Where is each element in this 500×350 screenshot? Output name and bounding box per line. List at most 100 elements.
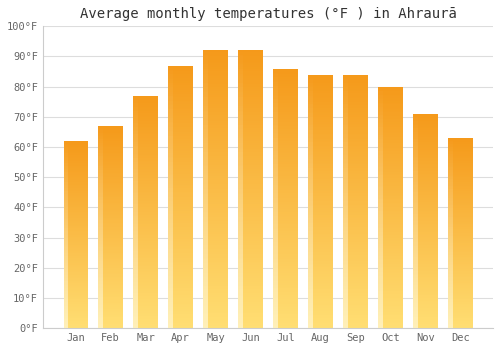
Bar bbox=[413, 139, 418, 142]
Bar bbox=[308, 310, 332, 311]
Bar bbox=[64, 283, 88, 285]
Bar bbox=[343, 183, 367, 184]
Bar bbox=[274, 285, 298, 287]
Bar bbox=[204, 185, 208, 189]
Bar bbox=[413, 135, 418, 139]
Bar bbox=[204, 323, 208, 328]
Bar bbox=[378, 280, 382, 284]
Bar bbox=[448, 222, 472, 223]
Bar bbox=[308, 215, 332, 217]
Bar bbox=[168, 179, 193, 181]
Bar bbox=[168, 85, 193, 86]
Bar bbox=[378, 275, 402, 276]
Bar bbox=[98, 176, 103, 180]
Bar bbox=[168, 241, 173, 245]
Bar bbox=[238, 102, 242, 106]
Bar bbox=[168, 225, 193, 227]
Bar bbox=[168, 289, 173, 293]
Bar bbox=[98, 199, 123, 200]
Bar bbox=[238, 154, 263, 156]
Bar bbox=[378, 291, 402, 293]
Bar bbox=[134, 131, 138, 134]
Bar bbox=[378, 240, 402, 241]
Bar bbox=[64, 213, 68, 216]
Bar bbox=[168, 162, 193, 163]
Bar bbox=[413, 117, 438, 118]
Bar bbox=[98, 321, 123, 323]
Bar bbox=[134, 216, 138, 220]
Bar bbox=[64, 276, 88, 277]
Bar bbox=[413, 235, 438, 237]
Bar bbox=[134, 119, 158, 120]
Bar bbox=[413, 245, 438, 247]
Bar bbox=[238, 254, 242, 259]
Bar bbox=[378, 116, 402, 117]
Bar bbox=[238, 162, 263, 163]
Bar bbox=[448, 324, 472, 326]
Bar bbox=[378, 225, 402, 227]
Bar bbox=[274, 88, 298, 89]
Bar bbox=[134, 223, 158, 224]
Bar bbox=[308, 158, 332, 159]
Bar bbox=[378, 190, 402, 191]
Bar bbox=[238, 163, 263, 165]
Bar bbox=[168, 70, 173, 74]
Bar bbox=[274, 107, 298, 108]
Bar bbox=[64, 216, 68, 219]
Bar bbox=[238, 185, 242, 189]
Bar bbox=[64, 203, 88, 205]
Bar bbox=[238, 126, 263, 128]
Bar bbox=[343, 119, 367, 120]
Bar bbox=[168, 279, 193, 281]
Bar bbox=[98, 163, 103, 166]
Bar bbox=[308, 262, 332, 264]
Bar bbox=[413, 262, 438, 264]
Bar bbox=[64, 188, 88, 190]
Bar bbox=[448, 319, 452, 322]
Bar bbox=[64, 196, 88, 197]
Bar bbox=[134, 228, 158, 229]
Bar bbox=[238, 69, 242, 74]
Bar bbox=[343, 152, 367, 154]
Bar bbox=[413, 210, 438, 211]
Bar bbox=[168, 155, 193, 156]
Bar bbox=[378, 262, 402, 264]
Bar bbox=[134, 186, 158, 187]
Bar bbox=[343, 193, 347, 197]
Bar bbox=[64, 178, 88, 180]
Bar bbox=[204, 232, 228, 234]
Bar bbox=[238, 277, 242, 282]
Bar bbox=[134, 316, 158, 317]
Bar bbox=[308, 315, 332, 316]
Bar bbox=[308, 318, 332, 320]
Bar bbox=[168, 130, 193, 132]
Bar bbox=[98, 292, 123, 293]
Bar bbox=[413, 270, 438, 271]
Bar bbox=[448, 230, 452, 233]
Bar bbox=[413, 225, 438, 227]
Bar bbox=[98, 305, 123, 307]
Bar bbox=[204, 112, 228, 113]
Bar bbox=[343, 286, 347, 290]
Bar bbox=[64, 206, 68, 210]
Bar bbox=[98, 274, 123, 275]
Bar bbox=[98, 297, 123, 299]
Bar bbox=[448, 294, 472, 295]
Bar bbox=[64, 265, 88, 266]
Bar bbox=[204, 247, 228, 248]
Bar bbox=[378, 117, 402, 119]
Bar bbox=[378, 179, 382, 183]
Bar bbox=[204, 203, 208, 208]
Bar bbox=[274, 150, 298, 152]
Bar bbox=[98, 131, 123, 133]
Bar bbox=[238, 236, 242, 240]
Bar bbox=[378, 175, 402, 177]
Bar bbox=[274, 108, 298, 110]
Bar bbox=[378, 191, 382, 195]
Bar bbox=[168, 306, 193, 307]
Bar bbox=[98, 245, 123, 246]
Bar bbox=[274, 252, 298, 254]
Bar bbox=[378, 248, 382, 252]
Bar bbox=[308, 137, 332, 139]
Bar bbox=[448, 167, 472, 168]
